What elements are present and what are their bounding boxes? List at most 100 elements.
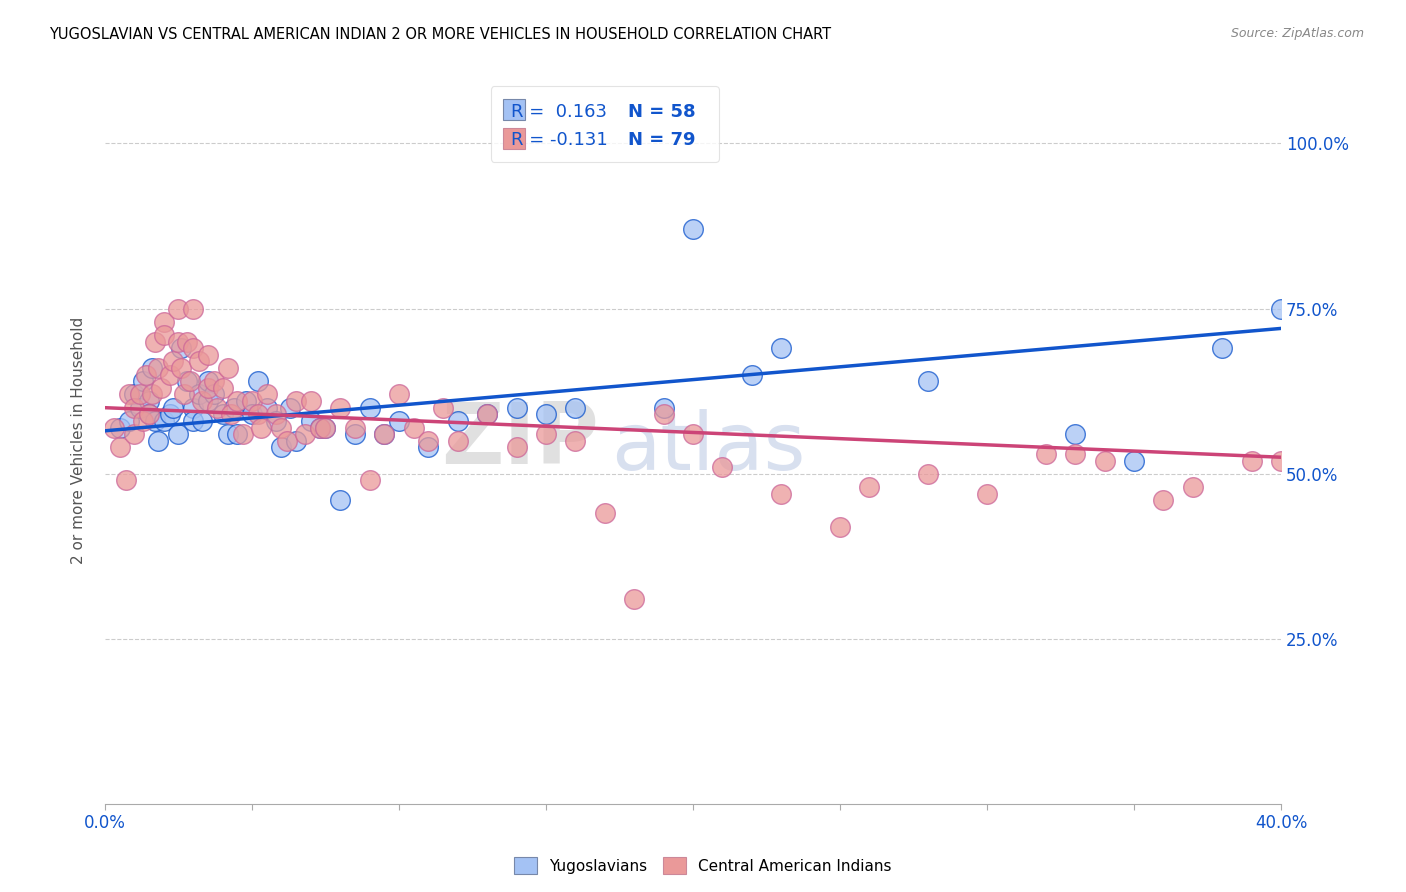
Point <box>682 222 704 236</box>
Text: N = 58: N = 58 <box>628 103 696 121</box>
Point <box>264 407 287 421</box>
Point <box>1094 453 1116 467</box>
Point <box>167 301 190 316</box>
Point <box>152 315 174 329</box>
Point <box>534 407 557 421</box>
Point <box>108 440 131 454</box>
Point <box>197 381 219 395</box>
Text: YUGOSLAVIAN VS CENTRAL AMERICAN INDIAN 2 OR MORE VEHICLES IN HOUSEHOLD CORRELATI: YUGOSLAVIAN VS CENTRAL AMERICAN INDIAN 2… <box>49 27 831 42</box>
Point <box>534 427 557 442</box>
Point <box>1270 453 1292 467</box>
Point <box>917 374 939 388</box>
Point <box>858 480 880 494</box>
Point <box>359 401 381 415</box>
Point <box>329 401 352 415</box>
Point <box>191 414 214 428</box>
Point <box>373 427 395 442</box>
Point <box>270 440 292 454</box>
Point <box>294 427 316 442</box>
Legend:                               ,                               : , <box>491 87 718 161</box>
Point <box>124 401 146 415</box>
Point <box>124 427 146 442</box>
Point <box>141 387 163 401</box>
Point <box>256 387 278 401</box>
Point <box>162 401 184 415</box>
Point <box>132 414 155 428</box>
Point <box>593 507 616 521</box>
Point <box>205 401 228 415</box>
Text: Source: ZipAtlas.com: Source: ZipAtlas.com <box>1230 27 1364 40</box>
Point <box>114 473 136 487</box>
Point <box>828 519 851 533</box>
Point <box>159 407 181 421</box>
Point <box>276 434 298 448</box>
Point <box>226 427 249 442</box>
Point <box>129 387 152 401</box>
Point <box>176 334 198 349</box>
Point <box>167 427 190 442</box>
Point <box>1123 453 1146 467</box>
Point <box>129 401 152 415</box>
Point <box>167 334 190 349</box>
Point <box>179 374 201 388</box>
Point <box>162 354 184 368</box>
Point <box>564 401 586 415</box>
Point <box>1064 427 1087 442</box>
Point <box>221 407 243 421</box>
Point <box>181 301 204 316</box>
Point <box>711 460 734 475</box>
Point <box>173 387 195 401</box>
Point <box>197 374 219 388</box>
Point <box>226 394 249 409</box>
Point <box>299 394 322 409</box>
Point <box>278 401 301 415</box>
Point <box>143 414 166 428</box>
Point <box>477 407 499 421</box>
Point <box>623 592 645 607</box>
Point <box>188 387 211 401</box>
Point <box>132 374 155 388</box>
Point <box>176 374 198 388</box>
Point <box>388 414 411 428</box>
Point <box>202 387 225 401</box>
Point <box>314 420 336 434</box>
Point <box>373 427 395 442</box>
Point <box>299 414 322 428</box>
Point <box>202 374 225 388</box>
Point <box>138 407 160 421</box>
Y-axis label: 2 or more Vehicles in Household: 2 or more Vehicles in Household <box>72 317 86 565</box>
Point <box>652 401 675 415</box>
Point <box>418 434 440 448</box>
Point <box>343 420 366 434</box>
Point <box>152 328 174 343</box>
Point <box>232 427 254 442</box>
Point <box>249 420 271 434</box>
Point <box>1181 480 1204 494</box>
Point <box>505 440 527 454</box>
Point <box>138 407 160 421</box>
Legend: Yugoslavians, Central American Indians: Yugoslavians, Central American Indians <box>509 851 897 880</box>
Point <box>1152 493 1174 508</box>
Point <box>240 407 263 421</box>
Point <box>770 486 793 500</box>
Point <box>447 414 470 428</box>
Point <box>146 361 169 376</box>
Point <box>170 361 193 376</box>
Point <box>402 420 425 434</box>
Point <box>256 401 278 415</box>
Point <box>917 467 939 481</box>
Point <box>181 341 204 355</box>
Point <box>285 394 308 409</box>
Point <box>211 407 233 421</box>
Point <box>447 434 470 448</box>
Point <box>146 434 169 448</box>
Point <box>181 414 204 428</box>
Point <box>770 341 793 355</box>
Point <box>224 401 246 415</box>
Point <box>682 427 704 442</box>
Point <box>170 341 193 355</box>
Point <box>343 427 366 442</box>
Point <box>152 414 174 428</box>
Point <box>240 394 263 409</box>
Point <box>135 368 157 382</box>
